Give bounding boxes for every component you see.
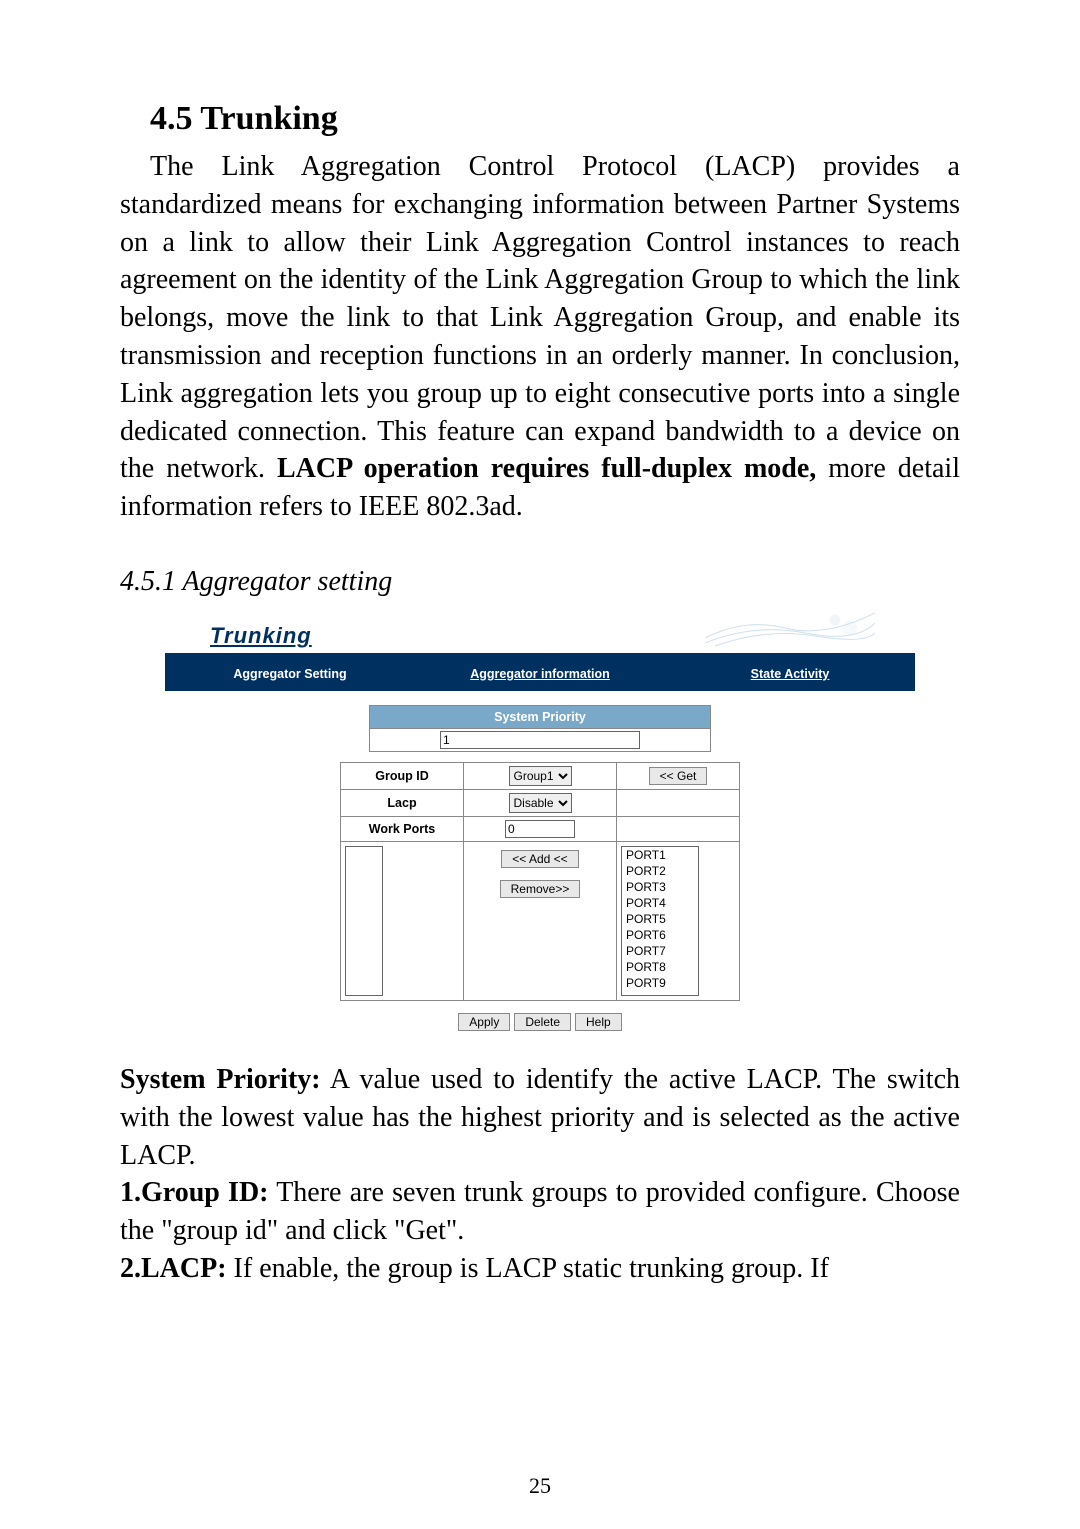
tab-aggregator-information[interactable]: Aggregator information	[415, 667, 665, 681]
apply-button[interactable]: Apply	[458, 1013, 510, 1031]
tab-aggregator-setting[interactable]: Aggregator Setting	[165, 667, 415, 681]
lacp-select[interactable]: Disable	[509, 793, 572, 813]
aggregator-form-table: Group ID Group1 << Get Lacp Disable	[340, 762, 740, 1001]
list-item[interactable]: PORT5	[622, 911, 698, 927]
group-id-select[interactable]: Group1	[509, 766, 572, 786]
add-button[interactable]: << Add <<	[501, 850, 578, 868]
trunking-ui: Trunking Aggregator Setting Aggregator i…	[165, 608, 915, 1031]
get-button[interactable]: << Get	[649, 767, 708, 785]
list-item[interactable]: PORT8	[622, 959, 698, 975]
tab-bar: Aggregator Setting Aggregator informatio…	[165, 657, 915, 691]
system-priority-table: System Priority	[369, 705, 711, 752]
ui-title: Trunking	[210, 623, 312, 649]
subsection-title: 4.5.1 Aggregator setting	[120, 566, 960, 598]
intro-text-prefix: The Link Aggregation Control Protocol (L…	[120, 151, 960, 484]
selected-ports-listbox[interactable]	[345, 846, 383, 996]
page-number: 25	[0, 1473, 1080, 1499]
help-button[interactable]: Help	[575, 1013, 622, 1031]
desc-gid-label: 1.Group ID:	[120, 1177, 269, 1208]
list-item[interactable]: PORT9	[622, 975, 698, 991]
list-item[interactable]: PORT6	[622, 927, 698, 943]
desc-lacp-label: 2.LACP:	[120, 1253, 227, 1284]
list-item[interactable]: PORT4	[622, 895, 698, 911]
available-ports-listbox[interactable]: PORT1 PORT2 PORT3 PORT4 PORT5 PORT6 PORT…	[621, 846, 699, 996]
system-priority-header: System Priority	[370, 705, 711, 728]
system-priority-input[interactable]	[440, 731, 640, 749]
section-title: 4.5 Trunking	[150, 100, 960, 138]
tab-state-activity[interactable]: State Activity	[665, 667, 915, 681]
list-item[interactable]: PORT2	[622, 863, 698, 879]
label-lacp: Lacp	[341, 789, 464, 816]
intro-text-bold: LACP operation requires full-duplex mode…	[277, 453, 816, 484]
label-work-ports: Work Ports	[341, 816, 464, 841]
intro-paragraph: The Link Aggregation Control Protocol (L…	[120, 148, 960, 526]
remove-button[interactable]: Remove>>	[500, 880, 581, 898]
list-item[interactable]: PORT3	[622, 879, 698, 895]
desc-sp-label: System Priority:	[120, 1064, 321, 1095]
delete-button[interactable]: Delete	[514, 1013, 571, 1031]
work-ports-input[interactable]	[505, 820, 575, 838]
header-art-icon	[705, 608, 875, 648]
action-buttons: Apply Delete Help	[458, 1013, 621, 1031]
list-item[interactable]: PORT1	[622, 847, 698, 863]
label-group-id: Group ID	[341, 762, 464, 789]
list-item[interactable]: PORT7	[622, 943, 698, 959]
description-block: System Priority: A value used to identif…	[120, 1061, 960, 1288]
ui-header: Trunking	[165, 608, 915, 657]
desc-lacp-text: If enable, the group is LACP static trun…	[227, 1253, 829, 1284]
